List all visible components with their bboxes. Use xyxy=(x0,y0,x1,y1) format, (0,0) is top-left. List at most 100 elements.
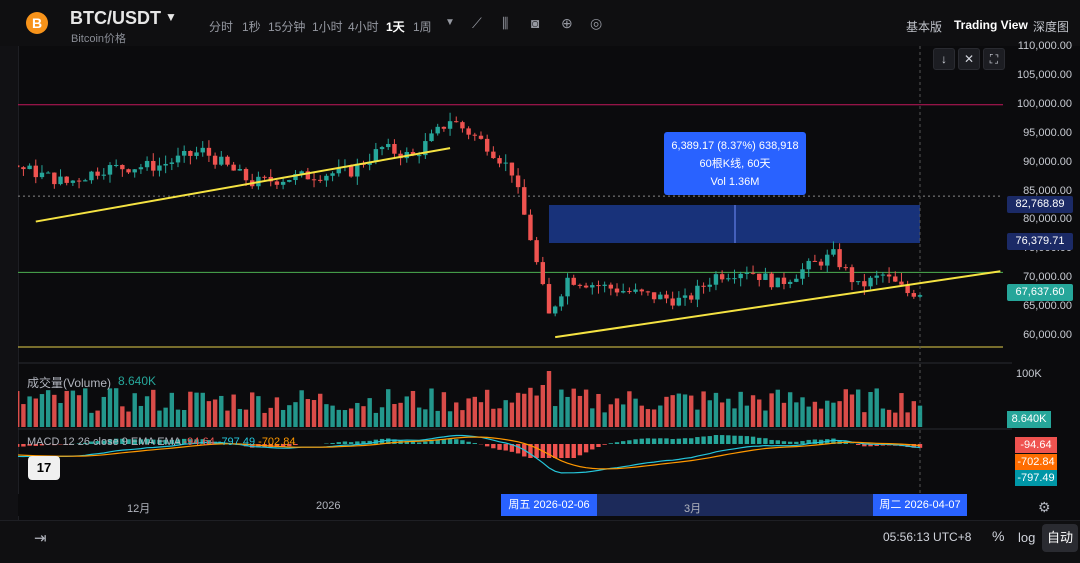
goto-date-icon[interactable]: ⇥ xyxy=(34,529,47,547)
volume-bar xyxy=(411,391,415,427)
volume-bar xyxy=(83,388,87,427)
volume-bar xyxy=(658,406,662,427)
macd-hist-bar xyxy=(448,439,452,444)
add-icon[interactable]: ⊕ xyxy=(561,15,573,32)
volume-bar xyxy=(769,393,773,427)
screenshot-icon[interactable]: ◙ xyxy=(531,15,539,31)
candle-body xyxy=(436,127,440,134)
timeframe-more-icon[interactable]: ▼ xyxy=(445,17,455,28)
volume-bar xyxy=(139,406,143,427)
volume-bar xyxy=(850,395,854,427)
volume-bar xyxy=(800,397,804,427)
candle-body xyxy=(139,167,143,169)
target-icon[interactable]: ◎ xyxy=(590,15,602,32)
timeframe-1s[interactable]: 1秒 xyxy=(242,18,261,35)
volume-bar xyxy=(77,395,81,427)
volume-bar xyxy=(763,411,767,427)
timeframe-15m[interactable]: 15分钟 xyxy=(268,18,305,35)
log-scale-toggle[interactable]: log xyxy=(1018,530,1035,545)
volume-bar xyxy=(732,408,736,427)
volume-bar xyxy=(312,400,316,427)
chevron-down-icon[interactable]: ▼ xyxy=(165,10,177,24)
candle-body xyxy=(213,156,217,165)
timeframe-1d[interactable]: 1天 xyxy=(386,18,405,35)
volume-bar xyxy=(559,390,563,427)
candle-body xyxy=(602,285,606,286)
volume-bar xyxy=(46,390,50,427)
timeframe-1w[interactable]: 1周 xyxy=(413,18,432,35)
timeframe-1h[interactable]: 1小时 xyxy=(312,18,343,35)
settings-icon[interactable]: ⚙ xyxy=(1038,499,1051,516)
candle-body xyxy=(813,261,817,262)
percent-scale-toggle[interactable]: % xyxy=(992,528,1004,544)
candle-body xyxy=(133,169,137,172)
candle-body xyxy=(201,148,205,153)
indicator-icon[interactable]: ⫼ xyxy=(502,15,508,32)
volume-bar xyxy=(21,404,25,427)
candle-body xyxy=(34,166,38,177)
candle-body xyxy=(658,295,662,300)
candle-body xyxy=(664,295,668,299)
candle-body xyxy=(720,274,724,279)
macd-hist-bar xyxy=(621,441,625,444)
symbol-title[interactable]: BTC/USDT xyxy=(70,8,161,29)
candle-body xyxy=(565,278,569,297)
volume-bar xyxy=(95,411,99,427)
volume-bar xyxy=(609,404,613,427)
candle-body xyxy=(473,135,477,136)
macd-hist-bar xyxy=(485,444,489,446)
candle-body xyxy=(157,166,161,171)
scroll-down-button[interactable]: ↓ xyxy=(933,48,955,70)
volume-bar xyxy=(504,400,508,427)
candle-body xyxy=(627,291,631,292)
volume-bar xyxy=(590,408,594,427)
macd-hist-bar xyxy=(769,440,773,444)
drawing-toolbar[interactable] xyxy=(0,46,19,562)
macd-hist-bar xyxy=(695,437,699,444)
price-chart[interactable] xyxy=(18,46,1012,494)
volume-bar xyxy=(627,391,631,427)
view-basic[interactable]: 基本版 xyxy=(906,18,942,35)
volume-bar xyxy=(881,409,885,427)
candle-body xyxy=(547,284,551,313)
candle-body xyxy=(559,296,563,306)
candle-body xyxy=(528,215,532,240)
timeframe-4h[interactable]: 4小时 xyxy=(348,18,379,35)
volume-bar xyxy=(213,400,217,427)
candle-body xyxy=(918,295,922,297)
volume-bar xyxy=(918,406,922,427)
volume-bar xyxy=(640,406,644,427)
view-tradingview[interactable]: Trading View xyxy=(954,18,1028,32)
volume-bar xyxy=(275,397,279,427)
candle-body xyxy=(392,144,396,154)
volume-bar xyxy=(875,388,879,427)
fullscreen-icon[interactable]: ⛶ xyxy=(983,48,1005,70)
symbol-subtitle: Bitcoin价格 xyxy=(71,30,126,46)
candle-body xyxy=(219,157,223,165)
volume-bar xyxy=(485,390,489,427)
macd-hist-bar xyxy=(751,437,755,444)
candle-body xyxy=(794,279,798,282)
auto-scale-button[interactable]: 自动 xyxy=(1042,524,1078,552)
candle-body xyxy=(89,172,93,181)
macd-hist-bar xyxy=(429,441,433,444)
time-selection-start: 周五 2026-02-06 xyxy=(501,494,597,516)
volume-bar xyxy=(708,400,712,427)
view-depth[interactable]: 深度图 xyxy=(1033,18,1069,35)
macd-label: MACD 12 26 close 9 EMA EMA -94.64 -797.4… xyxy=(27,436,295,448)
chart-type-icon[interactable]: ⟋ xyxy=(472,15,482,32)
collapse-button[interactable]: ✕ xyxy=(958,48,980,70)
volume-bar xyxy=(374,413,378,427)
price-tick: 80,000.00 xyxy=(1007,213,1072,225)
volume-bar xyxy=(65,391,69,427)
volume-bar xyxy=(466,398,470,427)
timeframe-tick[interactable]: 分时 xyxy=(209,18,233,35)
volume-bar xyxy=(893,413,897,427)
candle-body xyxy=(609,285,613,289)
candle-body xyxy=(176,156,180,163)
volume-bar xyxy=(238,409,242,427)
volume-bar xyxy=(343,410,347,427)
candle-body xyxy=(652,292,656,299)
volume-bar xyxy=(510,403,514,427)
volume-bar xyxy=(738,392,742,427)
